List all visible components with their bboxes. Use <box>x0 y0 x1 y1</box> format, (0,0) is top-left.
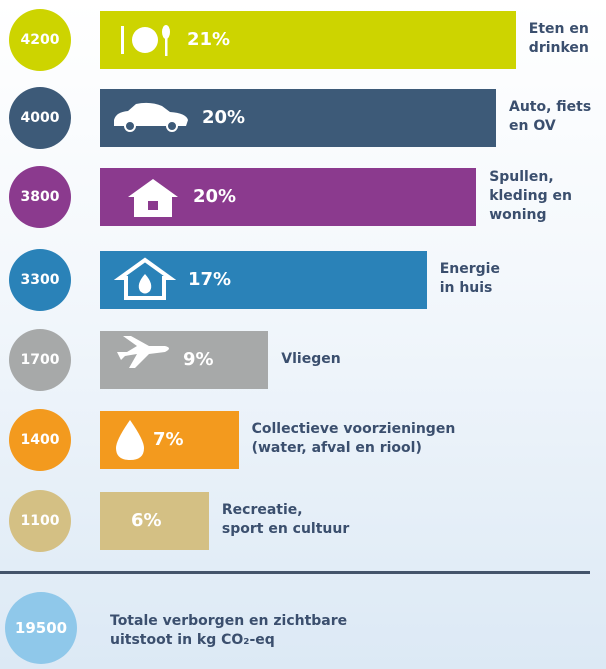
value-circle: 1400 <box>9 409 71 471</box>
bar <box>100 11 516 69</box>
category-label: Collectieve voorzieningen (water, afval … <box>251 421 456 456</box>
value-circle: 4200 <box>9 9 71 71</box>
icon <box>113 257 177 300</box>
share-label: 7% <box>153 429 184 450</box>
value-circle: 4000 <box>9 87 71 149</box>
bar <box>100 331 269 389</box>
icon <box>114 102 188 132</box>
divider <box>0 571 590 574</box>
share-label: 9% <box>183 349 214 370</box>
total-label: Totale verborgen en zichtbare uitstoot i… <box>110 613 348 648</box>
category-label: Auto, fiets en OV <box>509 99 592 134</box>
icon <box>121 25 170 56</box>
icon <box>117 336 169 368</box>
share-label: 17% <box>188 269 232 290</box>
category-label: Energie in huis <box>439 261 500 296</box>
category-label: Spullen, kleding en woning <box>489 169 572 223</box>
icon <box>116 420 144 460</box>
category-label: Recreatie, sport en cultuur <box>221 502 350 537</box>
value-circle: 3800 <box>9 166 71 228</box>
category-label: Eten en drinken <box>528 21 589 56</box>
value-circle: 3300 <box>9 249 71 311</box>
value-circle: 1100 <box>9 490 71 552</box>
bar <box>100 492 209 550</box>
share-label: 20% <box>193 186 237 207</box>
share-label: 21% <box>187 29 231 50</box>
share-label: 20% <box>202 107 246 128</box>
value-circle: 1700 <box>9 329 71 391</box>
share-label: 6% <box>131 510 162 531</box>
total-circle: 19500 <box>5 592 77 664</box>
category-label: Vliegen <box>281 351 341 367</box>
icon <box>128 179 178 217</box>
